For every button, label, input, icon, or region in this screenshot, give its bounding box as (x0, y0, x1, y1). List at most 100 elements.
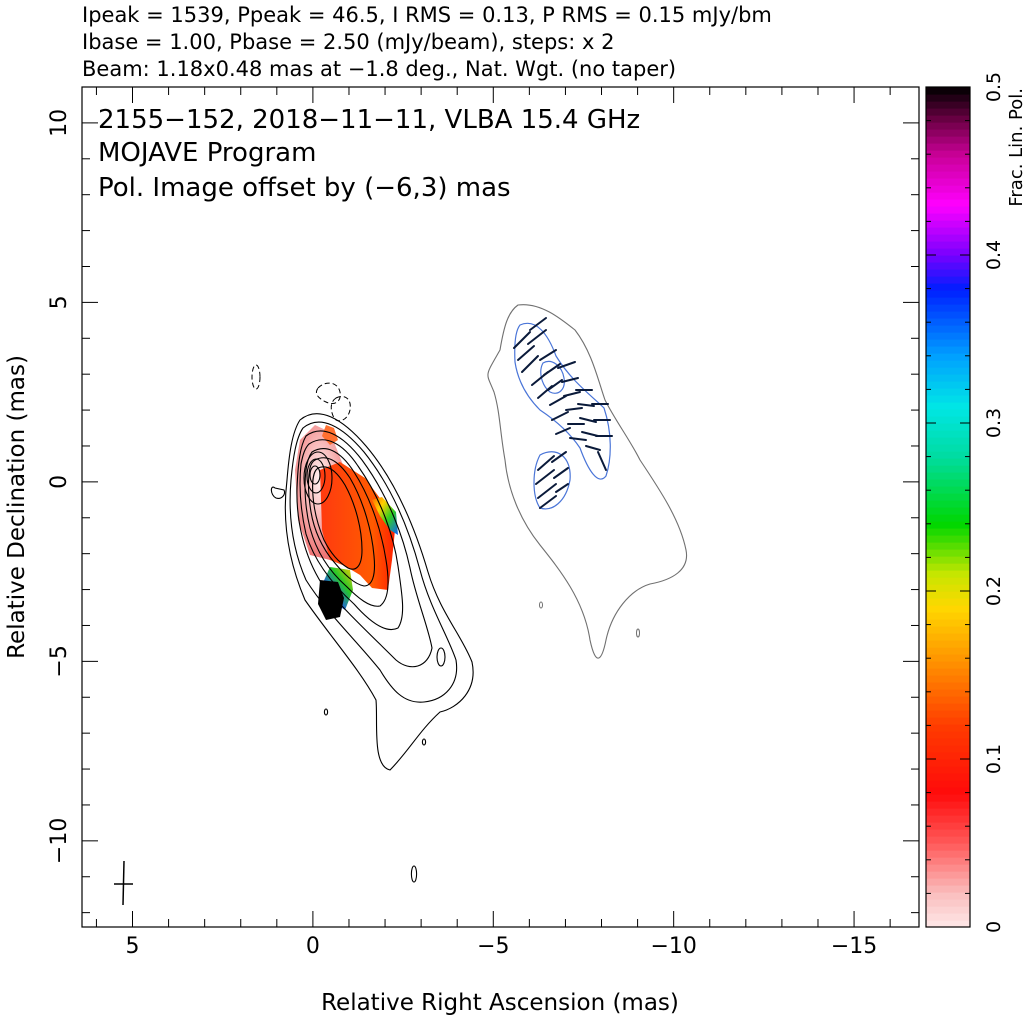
colorbar-band (926, 759, 970, 767)
colorbar-band (926, 465, 970, 473)
colorbar-band (926, 801, 970, 809)
colorbar-tick-label: 0.3 (983, 408, 1005, 438)
colorbar-tick-label: 0.2 (983, 576, 1005, 606)
y-tick-label: 5 (47, 295, 72, 309)
colorbar-band (926, 493, 970, 501)
colorbar-band (926, 437, 970, 445)
x-tick-label: −15 (831, 934, 877, 959)
x-tick-label: −5 (477, 934, 509, 959)
colorbar-band (926, 563, 970, 571)
colorbar-band (926, 675, 970, 683)
colorbar-band (926, 395, 970, 403)
colorbar-band (926, 339, 970, 347)
colorbar-band (926, 598, 970, 606)
colorbar-band (926, 297, 970, 305)
colorbar-band (926, 766, 970, 774)
colorbar-band (926, 178, 970, 186)
colorbar-band (926, 738, 970, 746)
colorbar-band (926, 213, 970, 221)
colorbar-band (926, 423, 970, 431)
x-tick-label: 5 (126, 934, 140, 959)
colorbar-band (926, 878, 970, 886)
colorbar-band (926, 192, 970, 200)
colorbar-band (926, 101, 970, 109)
colorbar-band (926, 591, 970, 599)
colorbar-band (926, 654, 970, 662)
colorbar-band (926, 528, 970, 536)
colorbar-band (926, 521, 970, 529)
colorbar-band (926, 311, 970, 319)
colorbar-band (926, 430, 970, 438)
colorbar-band (926, 346, 970, 354)
colorbar-band (926, 500, 970, 508)
colorbar-band (926, 486, 970, 494)
colorbar-band (926, 857, 970, 865)
colorbar-band (926, 836, 970, 844)
colorbar-band (926, 402, 970, 410)
colorbar-band (926, 122, 970, 130)
colorbar-band (926, 843, 970, 851)
colorbar-band (926, 388, 970, 396)
colorbar-band (926, 227, 970, 235)
image-content (114, 304, 688, 906)
colorbar-band (926, 577, 970, 585)
colorbar-band (926, 416, 970, 424)
colorbar-band (926, 136, 970, 144)
header-line-2: Ibase = 1.00, Pbase = 2.50 (mJy/beam), s… (82, 30, 614, 54)
colorbar-band (926, 584, 970, 592)
colorbar-band (926, 549, 970, 557)
axis-ticks (82, 86, 919, 927)
y-tick-label: 10 (47, 109, 72, 137)
colorbar-band (926, 885, 970, 893)
colorbar-band (926, 269, 970, 277)
colorbar-band (926, 374, 970, 382)
negative-contours (251, 364, 351, 422)
evpa-vectors (513, 317, 613, 509)
colorbar-band (926, 612, 970, 620)
colorbar-band (926, 409, 970, 417)
colorbar-band (926, 444, 970, 452)
colorbar-band (926, 829, 970, 837)
colorbar-band (926, 864, 970, 872)
colorbar-band (926, 619, 970, 627)
colorbar-band (926, 332, 970, 340)
colorbar-band (926, 360, 970, 368)
x-tick-label: −10 (650, 934, 696, 959)
colorbar-band (926, 731, 970, 739)
chart-title: 2155−152, 2018−11−11, VLBA 15.4 GHz (98, 105, 640, 135)
beam-cross (114, 860, 133, 906)
colorbar-band (926, 199, 970, 207)
colorbar-band (926, 353, 970, 361)
header-line-1: Ipeak = 1539, Ppeak = 46.5, I RMS = 0.13… (82, 3, 772, 27)
colorbar-tick-label: 0 (983, 921, 1005, 933)
colorbar-band (926, 318, 970, 326)
colorbar-band (926, 899, 970, 907)
colorbar-band (926, 171, 970, 179)
colorbar-band (926, 640, 970, 648)
y-tick-label: −10 (47, 818, 72, 864)
colorbar-band (926, 920, 970, 928)
colorbar-band (926, 234, 970, 242)
colorbar-label: Frac. Lin. Pol. (1006, 88, 1027, 207)
colorbar-band (926, 647, 970, 655)
colorbar-band (926, 185, 970, 193)
colorbar-band (926, 682, 970, 690)
colorbar-band (926, 780, 970, 788)
colorbar-band (926, 150, 970, 158)
colorbar-band (926, 283, 970, 291)
colorbar-band (926, 717, 970, 725)
colorbar-band (926, 241, 970, 249)
colorbar-band (926, 668, 970, 676)
colorbar-band (926, 633, 970, 641)
x-tick-labels: 5 0 −5 −10 −15 (126, 934, 878, 959)
colorbar-band (926, 871, 970, 879)
colorbar-band (926, 115, 970, 123)
colorbar-band (926, 850, 970, 858)
colorbar-ticks (926, 86, 970, 928)
colorbar-band (926, 913, 970, 921)
colorbar-frame (925, 86, 971, 928)
colorbar-band (926, 108, 970, 116)
colorbar-bands (926, 87, 970, 928)
y-tick-labels: 10 5 0 −5 −10 (47, 109, 72, 864)
colorbar-band (926, 892, 970, 900)
